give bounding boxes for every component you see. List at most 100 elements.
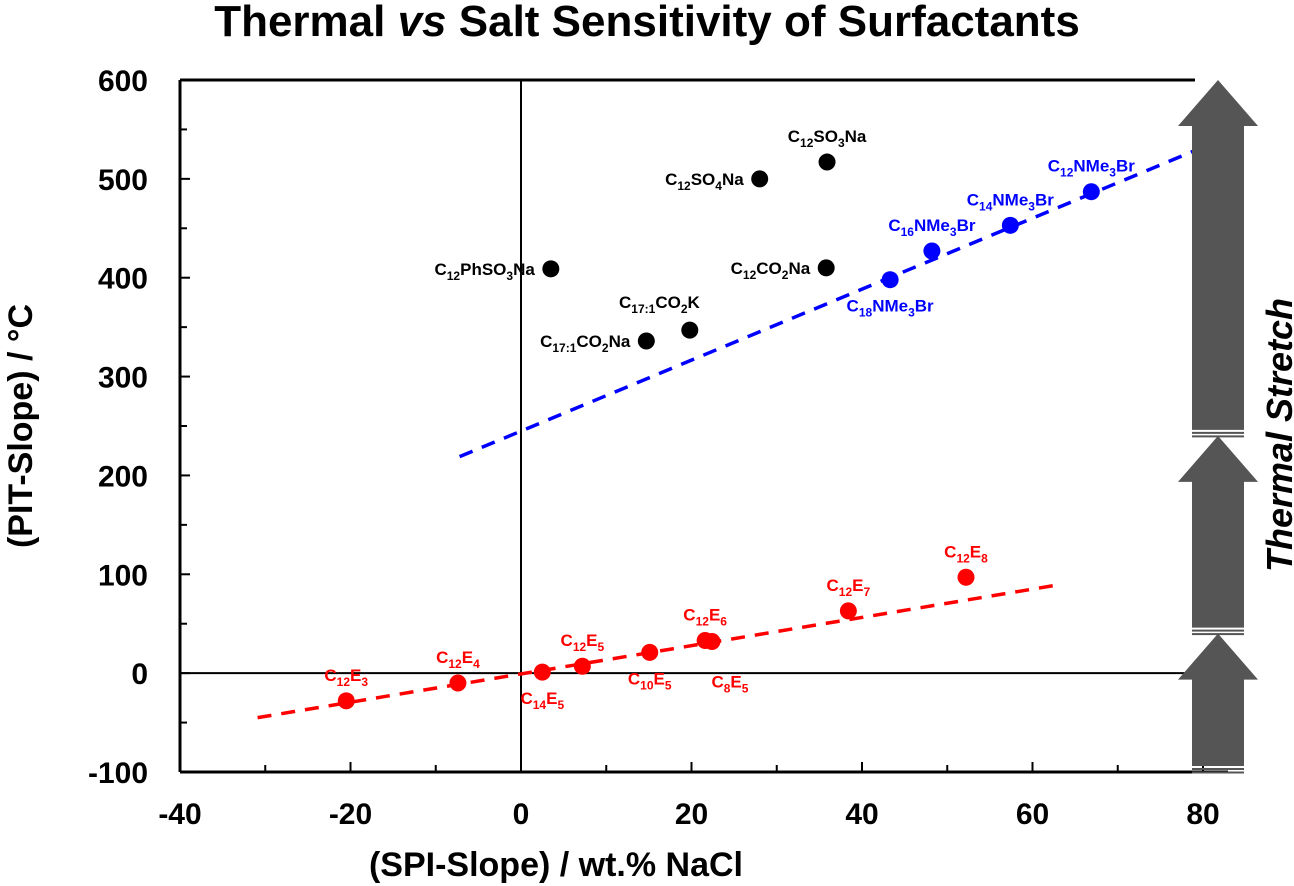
chart-title: Thermal vs Salt Sensitivity of Surfactan… [214,0,1080,46]
label-text: E [586,631,597,650]
cationic-point-label: C14NMe3Br [967,190,1055,213]
cationic-point [881,271,899,289]
x-tick-label: 80 [1186,798,1219,831]
y-tick-label: 400 [98,263,148,296]
arrow-tail-stripe [1192,771,1244,774]
label-text: K [688,293,701,312]
label-subscript: 12 [696,615,710,629]
label-text: E [654,669,665,688]
label-text: C [436,648,448,667]
label-subscript: 17:1 [631,302,655,316]
label-subscript: 4 [473,657,480,671]
label-text: C [888,216,900,235]
nonionic-point [641,643,659,661]
label-subscript: 12 [1060,166,1074,180]
label-text: NMe [872,297,908,316]
anionic-point [818,153,836,171]
arrow-shape [1178,80,1258,430]
label-subscript: 3 [361,675,368,689]
label-text: C [683,606,695,625]
label-text: Br [1035,190,1054,209]
y-tick-label: 300 [98,362,148,395]
cationic-point-label: C18NMe3Br [847,297,935,320]
label-text: CO [655,293,681,312]
label-subscript: 8 [981,551,988,565]
nonionic-point-label: C12E8 [944,542,988,565]
nonionic-point-label: C12E4 [436,648,480,671]
thermal-stretch-label: Thermal Stretch [1259,298,1294,572]
arrow-tail-stripe [1192,633,1244,636]
label-text: Na [609,332,631,351]
x-tick-label: -20 [329,798,372,831]
label-text: Br [957,216,976,235]
nonionic-point [337,692,355,710]
label-subscript: 12 [677,179,691,193]
label-text: CO [576,332,602,351]
label-subscript: 3 [838,136,845,150]
label-subscript: 18 [859,306,873,320]
label-subscript: 4 [715,179,722,193]
anionic-point [542,260,560,278]
label-text: C [324,666,336,685]
thermal-stretch-arrows [1178,80,1258,774]
label-text: CO [756,259,782,278]
nonionic-point [839,602,857,620]
arrow-tail-stripe [1192,768,1244,770]
anionic-point-label: C12CO2Na [731,259,811,282]
label-subscript: 2 [782,268,789,282]
label-subscript: 16 [901,225,915,239]
label-text: C [944,542,956,561]
x-tick-label: 20 [675,798,708,831]
label-text: C [731,259,743,278]
y-tick-label: 500 [98,164,148,197]
nonionic-point-label: C12E6 [683,606,727,629]
x-tick-label: 0 [513,798,530,831]
label-text: C [1048,157,1060,176]
label-subscript: 12 [743,268,757,282]
anionic-point-label: C17:1CO2Na [540,332,631,355]
x-tick-label: 60 [1016,798,1049,831]
label-text: E [730,673,741,692]
arrow-tail-stripe [1192,431,1244,434]
nonionic-point-label: C10E5 [628,669,672,692]
label-subscript: 14 [533,698,547,712]
anionic-point [817,259,835,277]
label-subscript: 3 [950,225,957,239]
anionic-point-label: C12PhSO3Na [434,260,535,283]
nonionic-point [703,633,721,651]
nonionic-point-label: C12E3 [324,666,368,689]
label-subscript: 12 [573,640,587,654]
label-text: E [709,606,720,625]
nonionic-point-label: C12E5 [561,631,605,654]
nonionic-point [957,568,975,586]
arrow-2 [1178,435,1258,636]
label-subscript: 14 [979,199,993,213]
label-subscript: 12 [956,551,970,565]
anionic-point [681,321,699,339]
label-text: C [847,297,859,316]
y-tick-label: 200 [98,460,148,493]
label-text: Br [915,297,934,316]
label-text: C [628,669,640,688]
y-tick-label: 100 [98,559,148,592]
nonionic-trendline [257,583,1057,720]
label-text: PhSO [460,260,506,279]
arrow-tail-stripe [1192,629,1244,632]
nonionic-point [573,657,591,675]
data-points [337,153,1100,710]
x-tick-label: 40 [845,798,878,831]
label-subscript: 5 [665,678,672,692]
label-subscript: 12 [448,657,462,671]
label-subscript: 2 [681,302,688,316]
label-subscript: 3 [1028,199,1035,213]
y-tick-label: -100 [88,757,148,790]
arrow-tail-stripe [1192,435,1244,438]
label-text: C [827,576,839,595]
label-text: Br [1116,157,1135,176]
arrow-1 [1178,633,1258,774]
label-text: Na [788,259,810,278]
label-text: E [350,666,361,685]
nonionic-point [449,674,467,692]
